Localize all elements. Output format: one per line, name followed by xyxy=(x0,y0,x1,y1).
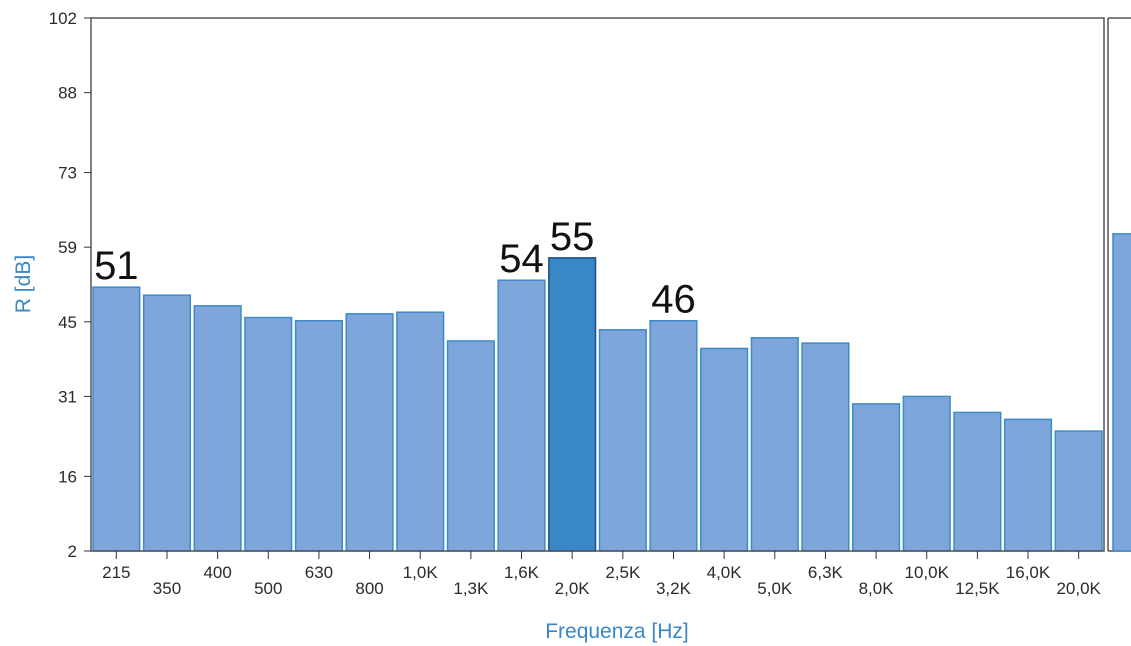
bar-350 xyxy=(142,294,192,552)
x-axis-ticks: 215 350 400 500 630 800 1,0K 1,3K 1,6K 2,0K 2,5K 3,… xyxy=(102,551,1102,598)
bar-4,0K xyxy=(700,347,749,552)
bar-5,0K xyxy=(750,337,799,552)
plot-frame xyxy=(90,17,1105,552)
x-tick-label: 800 xyxy=(355,579,383,598)
x-tick-label: 20,0K xyxy=(1056,579,1101,598)
y-tick-label: 2 xyxy=(68,542,77,561)
bar-8,0K xyxy=(852,403,901,552)
x-tick-label: 400 xyxy=(203,563,231,582)
x-tick-label: 10,0K xyxy=(905,563,950,582)
x-tick-label: 6,3K xyxy=(808,563,844,582)
data-label-215: 51 xyxy=(94,244,139,288)
bar-16,0K xyxy=(1003,418,1053,552)
bar-extra xyxy=(1112,233,1131,552)
x-tick-label: 8,0K xyxy=(859,579,895,598)
bar-2,5K xyxy=(598,329,647,552)
y-tick-label: 102 xyxy=(49,9,77,28)
bar-2,0K xyxy=(548,257,597,552)
x-tick-label: 2,5K xyxy=(605,563,641,582)
x-tick-label: 16,0K xyxy=(1006,563,1051,582)
bar-20,0K xyxy=(1054,430,1103,552)
x-tick-label: 1,6K xyxy=(504,563,540,582)
x-tick-label: 3,2K xyxy=(656,579,692,598)
y-axis-ticks: 2 16 31 45 59 73 88 102 xyxy=(49,9,91,561)
data-label-1,6K: 54 xyxy=(499,237,544,281)
data-label-3,2K: 46 xyxy=(651,278,696,322)
x-tick-label: 350 xyxy=(153,579,181,598)
bar-10,0K xyxy=(902,395,951,552)
bar-215 xyxy=(92,286,141,552)
y-tick-label: 31 xyxy=(58,387,77,406)
x-tick-label: 12,5K xyxy=(955,579,1000,598)
bar-1,6K xyxy=(497,279,546,552)
x-tick-label: 630 xyxy=(305,563,333,582)
x-tick-label: 2,0K xyxy=(555,579,591,598)
bars-group xyxy=(92,257,1103,552)
x-tick-label: 1,0K xyxy=(403,563,439,582)
bar-3,2K xyxy=(649,319,698,552)
plot-border xyxy=(90,17,1105,552)
secondary-panel xyxy=(1107,17,1131,552)
bar-12,5K xyxy=(953,411,1002,552)
y-tick-label: 16 xyxy=(58,467,77,486)
x-tick-label: 1,3K xyxy=(453,579,489,598)
bar-1,3K xyxy=(446,340,495,552)
bar-630 xyxy=(294,319,344,552)
data-label-2,0K: 55 xyxy=(550,215,595,259)
x-tick-label: 5,0K xyxy=(757,579,793,598)
y-tick-label: 59 xyxy=(58,238,77,257)
bar-400 xyxy=(193,305,242,552)
y-tick-label: 73 xyxy=(58,164,77,183)
x-axis-title: Frequenza [Hz] xyxy=(545,620,689,643)
y-axis-title: R [dB] xyxy=(12,255,35,313)
x-tick-label: 500 xyxy=(254,579,282,598)
bar-1,0K xyxy=(396,311,445,552)
bar-500 xyxy=(244,316,293,552)
bar-6,3K xyxy=(801,342,850,552)
x-tick-label: 215 xyxy=(102,563,130,582)
bar-800 xyxy=(345,313,394,552)
y-tick-label: 45 xyxy=(58,313,77,332)
x-tick-label: 4,0K xyxy=(707,563,743,582)
y-tick-label: 88 xyxy=(58,84,77,103)
